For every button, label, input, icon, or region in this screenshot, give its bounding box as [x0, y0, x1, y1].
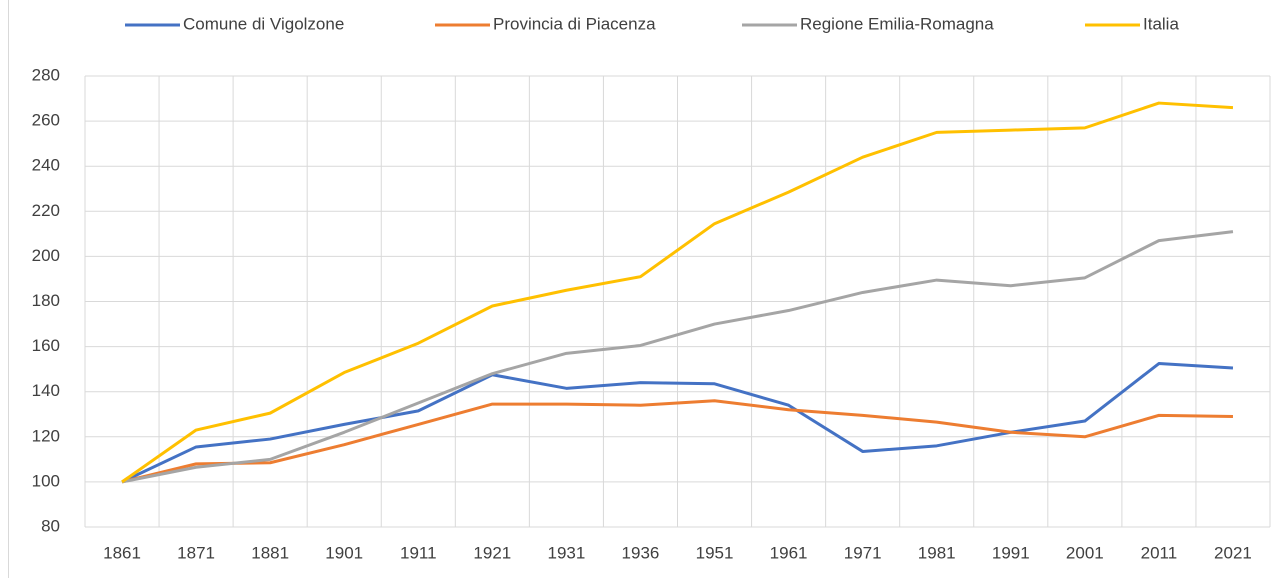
- y-tick-label: 220: [32, 201, 60, 220]
- series-line: [121, 101, 1234, 484]
- x-tick-label: 1861: [103, 543, 141, 562]
- legend-label: Comune di Vigolzone: [183, 14, 344, 33]
- x-tick-label: 1871: [177, 543, 215, 562]
- x-tick-label: 1936: [622, 543, 660, 562]
- x-tick-label: 1921: [473, 543, 511, 562]
- x-tick-label: 1971: [844, 543, 882, 562]
- y-tick-label: 260: [32, 111, 60, 130]
- x-tick-label: 1911: [400, 543, 437, 562]
- y-tick-label: 200: [32, 246, 60, 265]
- x-tick-label: 2011: [1141, 543, 1178, 562]
- legend-label: Provincia di Piacenza: [493, 14, 656, 33]
- y-tick-label: 280: [32, 65, 60, 84]
- series-line: [121, 399, 1233, 484]
- y-tick-label: 180: [32, 291, 60, 310]
- x-tick-label: 2001: [1066, 543, 1104, 562]
- x-tick-label: 1981: [918, 543, 956, 562]
- y-tick-label: 140: [32, 381, 60, 400]
- y-tick-label: 120: [32, 426, 60, 445]
- x-tick-label: 1951: [696, 543, 734, 562]
- y-tick-label: 160: [32, 336, 60, 355]
- x-tick-label: 1931: [547, 543, 585, 562]
- series-line: [121, 362, 1234, 484]
- x-tick-label: 1961: [770, 543, 808, 562]
- series-line: [121, 230, 1234, 484]
- x-tick-label: 1881: [251, 543, 289, 562]
- legend-label: Italia: [1143, 14, 1179, 33]
- y-tick-label: 100: [32, 471, 60, 490]
- x-tick-label: 2021: [1214, 543, 1252, 562]
- legend-label: Regione Emilia-Romagna: [800, 14, 994, 33]
- x-tick-label: 1901: [325, 543, 363, 562]
- y-tick-label: 80: [41, 516, 60, 535]
- x-tick-label: 1991: [992, 543, 1030, 562]
- y-tick-label: 240: [32, 156, 60, 175]
